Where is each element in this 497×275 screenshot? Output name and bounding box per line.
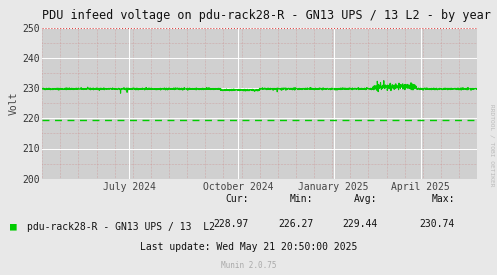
Text: Avg:: Avg:	[354, 194, 378, 204]
Text: 228.97: 228.97	[213, 219, 248, 229]
Text: 229.44: 229.44	[342, 219, 378, 229]
Y-axis label: Volt: Volt	[9, 91, 19, 115]
Text: PDU infeed voltage on pdu-rack28-R - GN13 UPS / 13 L2 - by year: PDU infeed voltage on pdu-rack28-R - GN1…	[42, 9, 491, 22]
Text: Cur:: Cur:	[225, 194, 248, 204]
Text: Max:: Max:	[431, 194, 455, 204]
Text: pdu-rack28-R - GN13 UPS / 13  L2: pdu-rack28-R - GN13 UPS / 13 L2	[27, 222, 215, 232]
Text: 230.74: 230.74	[419, 219, 455, 229]
Text: Munin 2.0.75: Munin 2.0.75	[221, 261, 276, 270]
Text: Min:: Min:	[290, 194, 313, 204]
Text: ■: ■	[10, 222, 17, 232]
Text: Last update: Wed May 21 20:50:00 2025: Last update: Wed May 21 20:50:00 2025	[140, 242, 357, 252]
Text: RRDTOOL / TOBI OETIKER: RRDTOOL / TOBI OETIKER	[490, 104, 495, 187]
Text: 226.27: 226.27	[278, 219, 313, 229]
